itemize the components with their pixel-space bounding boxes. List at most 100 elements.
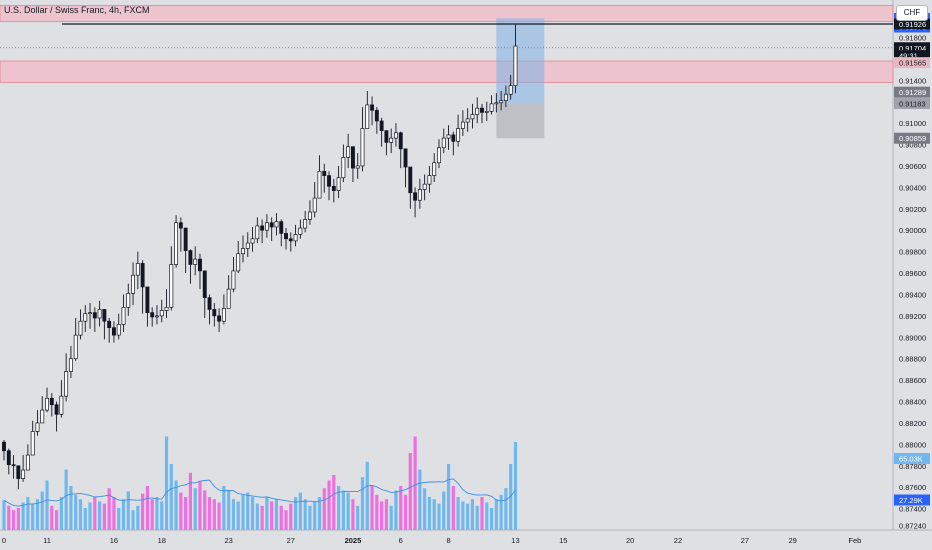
candle-body xyxy=(398,132,403,150)
volume-bar xyxy=(231,499,236,530)
volume-bar xyxy=(250,497,255,530)
candle-body xyxy=(221,308,226,322)
volume-bar xyxy=(313,501,317,530)
volume-bar xyxy=(337,486,341,530)
volume-label-text: 65.03K xyxy=(899,454,923,463)
candle xyxy=(245,232,250,257)
candle-body xyxy=(293,234,298,242)
candle-body xyxy=(217,315,222,322)
candle xyxy=(145,286,150,327)
candle xyxy=(59,380,64,418)
candle-body xyxy=(269,222,274,228)
candle xyxy=(54,401,59,432)
candle xyxy=(374,107,379,134)
candle-body xyxy=(159,310,164,317)
candle-body xyxy=(365,104,370,129)
date-tick-label: 16 xyxy=(110,536,118,545)
candle-body xyxy=(6,450,11,466)
candle-body xyxy=(73,334,78,360)
price-tick-label: 0.89800 xyxy=(899,248,926,257)
candle xyxy=(312,182,317,218)
candle xyxy=(260,219,265,244)
candle xyxy=(140,260,145,314)
volume-bar xyxy=(375,494,379,530)
candle xyxy=(365,91,370,129)
candle-body xyxy=(480,107,484,113)
candle-body xyxy=(264,222,269,231)
price-tick-label: 0.90200 xyxy=(899,205,926,214)
candle xyxy=(111,321,116,343)
volume-bar xyxy=(332,475,336,530)
volume-bar xyxy=(169,464,173,530)
candle xyxy=(159,299,164,323)
volume-bar xyxy=(456,497,460,530)
candle-body xyxy=(451,134,456,142)
date-tick-label: 20 xyxy=(626,536,634,545)
price-tick-label: 0.88400 xyxy=(899,398,926,407)
volume-bar xyxy=(298,492,302,530)
candle xyxy=(336,165,341,199)
candle xyxy=(499,91,504,111)
price-label-box xyxy=(894,86,930,98)
candle xyxy=(102,309,107,340)
candle xyxy=(327,171,331,201)
price-tick-label: 0.90800 xyxy=(899,141,926,150)
volume-bar xyxy=(35,499,40,530)
volume-bar xyxy=(403,494,408,530)
volume-bar xyxy=(509,464,513,530)
volume-bar xyxy=(174,480,178,530)
volume-bar xyxy=(437,503,441,530)
price-tick-label: 0.89200 xyxy=(899,312,926,321)
candle-body xyxy=(21,469,26,479)
candle-body xyxy=(408,166,413,194)
candle-body xyxy=(107,320,112,328)
candle xyxy=(303,210,308,233)
candle xyxy=(164,289,169,318)
candle xyxy=(121,294,126,332)
candle xyxy=(6,448,11,475)
candle-body xyxy=(307,211,312,220)
candle xyxy=(293,224,298,247)
price-label-box xyxy=(894,57,930,69)
candle-body xyxy=(317,170,322,199)
volume-bar xyxy=(93,497,97,530)
candle-body xyxy=(35,422,40,432)
candle-body xyxy=(135,263,140,276)
candle-body xyxy=(422,183,427,190)
candle xyxy=(49,392,54,417)
candle-body xyxy=(336,177,341,191)
candle xyxy=(417,178,422,209)
candle-body xyxy=(212,309,217,317)
volume-bar xyxy=(241,494,245,530)
candle xyxy=(188,249,193,284)
price-label-box xyxy=(894,50,930,62)
candle xyxy=(126,283,131,316)
date-tick-label: 13 xyxy=(511,536,519,545)
candle-body xyxy=(346,146,351,158)
candle xyxy=(174,215,179,268)
candle-body xyxy=(355,165,360,169)
volume-bar xyxy=(7,505,11,530)
candle xyxy=(202,270,207,318)
candle xyxy=(2,440,6,461)
volume-bar xyxy=(380,501,384,530)
candle xyxy=(432,153,437,183)
currency-button[interactable]: CHF xyxy=(896,5,928,21)
candle xyxy=(322,163,327,193)
candle xyxy=(427,165,432,193)
candle-body xyxy=(298,227,303,235)
volume-bar xyxy=(31,503,35,530)
volume-bar xyxy=(346,492,350,530)
volume-bar xyxy=(26,497,30,530)
volume-bar xyxy=(327,480,331,530)
candle-body xyxy=(11,464,16,467)
price-tick-label: 0.87600 xyxy=(899,483,926,492)
volume-ma-line xyxy=(3,478,516,507)
candle-body xyxy=(178,222,183,229)
volume-bar xyxy=(236,501,240,530)
candle xyxy=(398,131,403,169)
candle xyxy=(494,93,499,113)
candle-body xyxy=(327,175,331,187)
